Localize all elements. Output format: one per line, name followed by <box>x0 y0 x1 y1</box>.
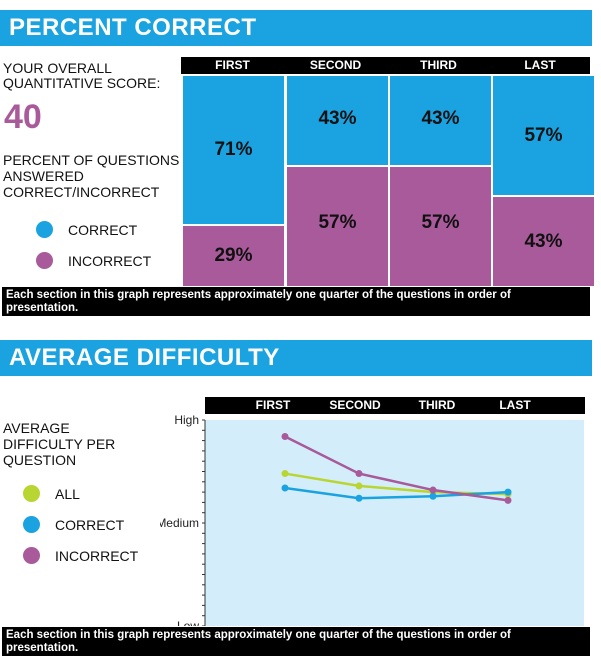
point-incorrect-last <box>504 496 512 504</box>
y-tick-label-high: High <box>174 413 199 427</box>
point-correct-last <box>504 488 512 496</box>
pct-label-line3: CORRECT/INCORRECT <box>3 184 160 200</box>
diff-header-second: SECOND <box>329 398 381 412</box>
legend-all-label: ALL <box>55 486 80 502</box>
legend-correct-label-2: CORRECT <box>55 517 125 533</box>
header-last: LAST <box>524 58 556 72</box>
average-difficulty-banner: AVERAGE DIFFICULTY <box>0 340 592 376</box>
plot-area <box>205 420 584 626</box>
y-tick-label-low: Low <box>177 619 199 626</box>
legend-incorrect-dot <box>36 252 53 269</box>
bar-correct-third: 43% <box>390 76 491 165</box>
legend-correct-dot <box>36 221 53 238</box>
difficulty-label-line3: QUESTION <box>3 452 77 468</box>
pct-label-line2: ANSWERED <box>3 168 84 184</box>
point-incorrect-third <box>429 486 437 494</box>
legend-incorrect-dot-2 <box>23 547 40 564</box>
point-correct-third <box>429 492 437 500</box>
difficulty-label-line2: DIFFICULTY PER <box>3 436 116 452</box>
diff-header-first: FIRST <box>255 398 291 412</box>
bar-incorrect-last: 43% <box>493 197 594 286</box>
header-third: THIRD <box>420 58 457 72</box>
y-tick-label-medium: Medium <box>160 516 199 530</box>
bar-correct-last: 57% <box>493 76 594 195</box>
point-incorrect-first <box>281 432 289 440</box>
pct-label-line1: PERCENT OF QUESTIONS <box>3 152 180 168</box>
difficulty-label-line1: AVERAGE <box>3 420 70 436</box>
legend-incorrect-label-2: INCORRECT <box>55 548 139 564</box>
diff-header-last: LAST <box>499 398 531 412</box>
average-difficulty-footnote: Each section in this graph represents ap… <box>2 627 590 656</box>
average-difficulty-chart: High Medium Low <box>160 413 584 626</box>
bar-correct-first: 71% <box>183 76 284 224</box>
bar-incorrect-second: 57% <box>287 167 388 286</box>
point-correct-first <box>281 484 289 492</box>
legend-correct-dot-2 <box>23 516 40 533</box>
line-incorrect <box>284 435 509 502</box>
percent-correct-banner: PERCENT CORRECT <box>0 10 592 46</box>
point-all-first <box>281 470 289 478</box>
bar-incorrect-third: 57% <box>390 167 491 286</box>
legend-incorrect-label: INCORRECT <box>68 253 152 269</box>
difficulty-header-bar: FIRST SECOND THIRD LAST <box>205 397 585 414</box>
bar-incorrect-first: 29% <box>183 226 284 286</box>
average-difficulty-title: AVERAGE DIFFICULTY <box>9 344 280 371</box>
score-label-line1: YOUR OVERALL <box>3 60 112 76</box>
legend-correct-label: CORRECT <box>68 222 138 238</box>
quantitative-score: 40 <box>4 98 42 136</box>
diff-header-third: THIRD <box>418 398 456 412</box>
point-incorrect-second <box>355 470 363 478</box>
header-second: SECOND <box>309 58 362 72</box>
bar-correct-second: 43% <box>287 76 388 165</box>
score-label-line2: QUANTITATIVE SCORE: <box>3 75 161 91</box>
percent-correct-footnote: Each section in this graph represents ap… <box>2 287 590 316</box>
point-all-second <box>355 482 363 490</box>
point-correct-second <box>355 494 363 502</box>
percent-correct-title: PERCENT CORRECT <box>9 14 257 41</box>
header-first: FIRST <box>215 58 250 72</box>
legend-all-dot <box>23 485 40 502</box>
quarter-header-bar: FIRST SECOND THIRD LAST <box>181 57 590 74</box>
